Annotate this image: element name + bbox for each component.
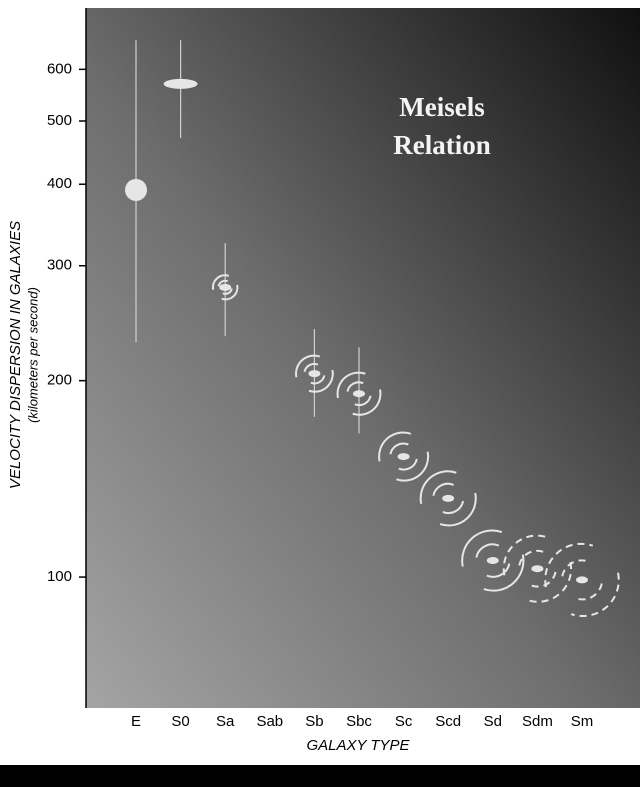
y-tick-label: 400: [47, 175, 72, 192]
point: [219, 283, 232, 291]
point: [531, 565, 544, 573]
point: [125, 178, 147, 201]
y-axis-label: VELOCITY DISPERSION IN GALAXIES: [7, 221, 24, 489]
y-axis-sublabel: (kilometers per second): [25, 287, 40, 423]
spiral-arm: [544, 542, 620, 617]
y-tick-label: 100: [47, 568, 72, 585]
bottom-strip: [0, 765, 640, 787]
x-tick-label: Sbc: [346, 713, 372, 730]
point: [397, 453, 410, 461]
y-tick-label: 300: [47, 257, 72, 274]
x-tick-label: E: [131, 713, 141, 730]
point: [308, 370, 321, 378]
point: [486, 557, 499, 565]
x-tick-label: S0: [171, 713, 189, 730]
spiral-arm: [336, 371, 382, 416]
point: [576, 576, 588, 584]
point: [442, 494, 455, 502]
x-tick-label: Sab: [256, 713, 283, 730]
x-axis-label: GALAXY TYPE: [306, 737, 410, 754]
annotation: Relation: [393, 130, 491, 160]
y-tick-label: 500: [47, 112, 72, 129]
x-tick-label: Sc: [395, 713, 413, 730]
x-tick-label: Sd: [484, 713, 502, 730]
x-tick-label: Sb: [305, 713, 323, 730]
spiral-arm: [461, 529, 525, 592]
point: [163, 78, 198, 89]
spiral-arm: [211, 274, 239, 301]
y-tick-label: 200: [47, 372, 72, 389]
spiral-arm: [295, 354, 334, 393]
spiral-arm: [378, 431, 430, 482]
y-tick-label: 600: [47, 60, 72, 77]
x-tick-label: Sm: [571, 713, 594, 730]
x-tick-label: Scd: [435, 713, 461, 730]
plot-background: [86, 8, 640, 708]
point: [353, 390, 365, 398]
x-tick-label: Sa: [216, 713, 235, 730]
annotation: Meisels: [399, 92, 484, 122]
spiral-arm: [419, 470, 477, 527]
x-tick-label: Sdm: [522, 713, 553, 730]
